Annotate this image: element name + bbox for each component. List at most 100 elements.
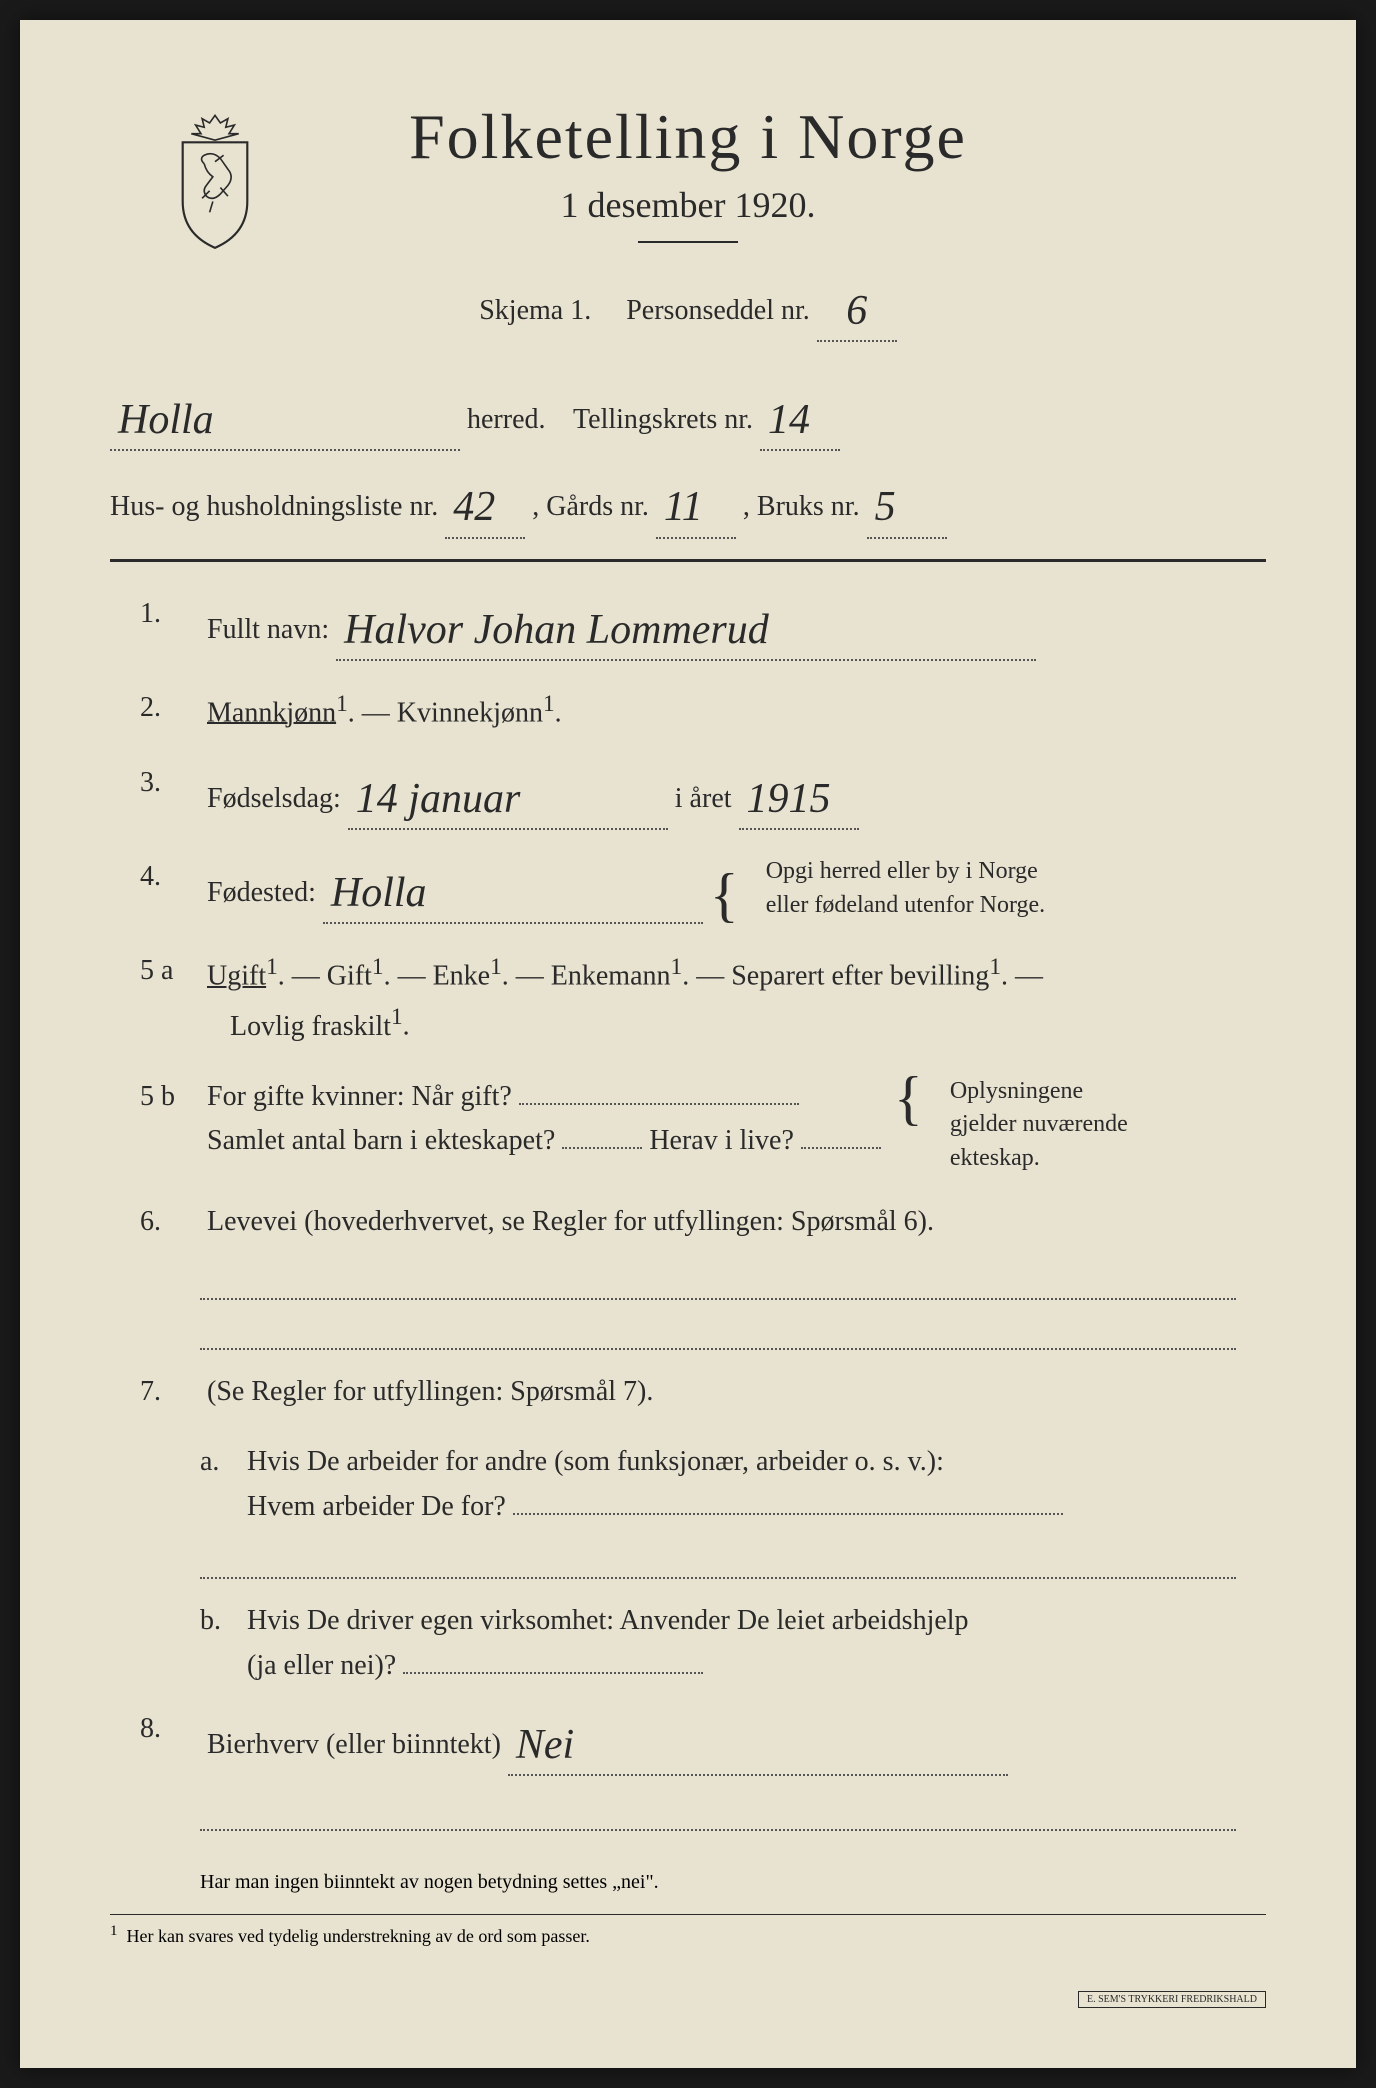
q1-value: Halvor Johan Lommerud — [344, 597, 769, 664]
q7a-line1: Hvis De arbeider for andre (som funksjon… — [247, 1446, 944, 1477]
tellingskrets-label: Tellingskrets nr. — [573, 404, 753, 435]
q3-label: Fødselsdag: — [207, 783, 341, 814]
q2-sup1: 1 — [336, 691, 348, 717]
q6-field-2[interactable] — [200, 1320, 1236, 1350]
q5b-line2a: Samlet antal barn i ekteskapet? — [207, 1125, 555, 1156]
q2-num: 2. — [140, 686, 200, 731]
gards-value: 11 — [664, 474, 703, 541]
personseddel-label: Personseddel nr. — [626, 295, 810, 326]
herred-field[interactable]: Holla — [110, 382, 460, 451]
q7a-line2: Hvem arbeider De for? — [247, 1491, 506, 1522]
bruks-value: 5 — [875, 474, 896, 541]
q4-field[interactable]: Holla — [323, 855, 703, 924]
brace-icon-2: { — [894, 1077, 923, 1119]
q3-birthday: 3. Fødselsdag: 14 januar i året 1915 — [140, 761, 1266, 830]
husliste-value: 42 — [453, 474, 495, 541]
gards-field[interactable]: 11 — [656, 469, 736, 538]
bruks-field[interactable]: 5 — [867, 469, 947, 538]
brace-icon: { — [710, 874, 739, 916]
q6-label: Levevei (hovederhvervet, se Regler for u… — [207, 1206, 934, 1237]
header-divider — [638, 241, 738, 243]
q3-year-field[interactable]: 1915 — [739, 761, 859, 830]
herred-value: Holla — [118, 387, 214, 454]
q7-label: (Se Regler for utfyllingen: Spørsmål 7). — [207, 1376, 653, 1407]
q7: 7. (Se Regler for utfyllingen: Spørsmål … — [140, 1370, 1266, 1415]
q5b-alive-field[interactable] — [801, 1147, 881, 1149]
q3-num: 3. — [140, 761, 200, 806]
form-title: Folketelling i Norge — [110, 100, 1266, 174]
q1-field[interactable]: Halvor Johan Lommerud — [336, 592, 1036, 661]
herred-label: herred. — [467, 404, 546, 435]
form-date: 1 desember 1920. — [110, 184, 1266, 226]
q7-num: 7. — [140, 1370, 200, 1415]
q3-year-label: i året — [675, 783, 732, 814]
skjema-line: Skjema 1. Personseddel nr. 6 — [110, 273, 1266, 342]
q6-field-1[interactable] — [200, 1270, 1236, 1300]
q2-kvinne[interactable]: Kvinnekjønn — [397, 697, 543, 728]
coat-of-arms-icon — [160, 110, 270, 250]
footnote-text: Her kan svares ved tydelig understreknin… — [127, 1926, 590, 1946]
q7b-line1: Hvis De driver egen virksomhet: Anvender… — [247, 1605, 969, 1636]
tellingskrets-field[interactable]: 14 — [760, 382, 840, 451]
section-divider — [110, 559, 1266, 562]
q5a-marital: 5 a Ugift1. — Gift1. — Enke1. — Enkemann… — [140, 949, 1266, 1049]
q7a-field[interactable] — [513, 1513, 1063, 1515]
q5b-line1: For gifte kvinner: Når gift? — [207, 1081, 512, 1112]
footnote-num: 1 — [110, 1923, 118, 1939]
herred-line: Holla herred. Tellingskrets nr. 14 — [110, 382, 1266, 451]
q4-birthplace: 4. Fødested: Holla { Opgi herred eller b… — [140, 855, 1266, 924]
husliste-field[interactable]: 42 — [445, 469, 525, 538]
gards-label: , Gårds nr. — [532, 491, 649, 522]
q6-num: 6. — [140, 1200, 200, 1245]
census-form-page: Folketelling i Norge 1 desember 1920. Sk… — [20, 20, 1356, 2068]
q2-mann[interactable]: Mannkjønn — [207, 697, 336, 728]
q5a-separert[interactable]: Separert efter bevilling — [731, 961, 989, 992]
q5a-fraskilt[interactable]: Lovlig fraskilt — [230, 1011, 391, 1042]
q5a-num: 5 a — [140, 949, 200, 994]
q5b-children-field[interactable] — [562, 1147, 642, 1149]
q3-day-value: 14 januar — [356, 766, 521, 833]
q5a-enkemann[interactable]: Enkemann — [551, 961, 671, 992]
q5b-when-field[interactable] — [519, 1103, 799, 1105]
q5b-line2b: Herav i live? — [649, 1125, 794, 1156]
husliste-line: Hus- og husholdningsliste nr. 42 , Gårds… — [110, 469, 1266, 538]
personseddel-field[interactable]: 6 — [817, 273, 897, 342]
q7a-num: a. — [200, 1440, 240, 1485]
footnote-nei: Har man ingen biinntekt av nogen betydni… — [200, 1871, 1266, 1894]
q8-value: Nei — [516, 1712, 574, 1779]
q5a-gift[interactable]: Gift — [327, 961, 372, 992]
q4-value: Holla — [331, 860, 427, 927]
q3-year-value: 1915 — [747, 766, 831, 833]
q2-sup2: 1 — [543, 691, 555, 717]
skjema-label: Skjema 1. — [479, 295, 591, 326]
q7b-num: b. — [200, 1599, 240, 1644]
q5b-note: Oplysningene gjelder nuværende ekteskap. — [950, 1075, 1128, 1176]
q7a: a. Hvis De arbeider for andre (som funks… — [200, 1440, 1266, 1530]
q2-sex: 2. Mannkjønn1. — Kvinnekjønn1. — [140, 686, 1266, 736]
q7a-field-2[interactable] — [200, 1549, 1236, 1579]
q7b: b. Hvis De driver egen virksomhet: Anven… — [200, 1599, 1266, 1689]
q8-field-2[interactable] — [200, 1801, 1236, 1831]
bruks-label: , Bruks nr. — [743, 491, 860, 522]
q4-label: Fødested: — [207, 877, 316, 908]
q7b-line2: (ja eller nei)? — [247, 1650, 396, 1681]
q8-secondary: 8. Bierhverv (eller biinntekt) Nei — [140, 1707, 1266, 1776]
q8-field[interactable]: Nei — [508, 1707, 1008, 1776]
q5a-enke[interactable]: Enke — [433, 961, 491, 992]
q5b-married-women: 5 b For gifte kvinner: Når gift? Samlet … — [140, 1075, 1266, 1176]
q4-num: 4. — [140, 855, 200, 900]
q3-day-field[interactable]: 14 januar — [348, 761, 668, 830]
q8-label: Bierhverv (eller biinntekt) — [207, 1729, 501, 1760]
q5a-ugift[interactable]: Ugift — [207, 961, 266, 992]
q1-label: Fullt navn: — [207, 614, 329, 645]
q6-occupation: 6. Levevei (hovederhvervet, se Regler fo… — [140, 1200, 1266, 1245]
personseddel-value: 6 — [846, 278, 867, 345]
q1-num: 1. — [140, 592, 200, 637]
q1-name: 1. Fullt navn: Halvor Johan Lommerud — [140, 592, 1266, 661]
q4-note: Opgi herred eller by i Norge eller fødel… — [766, 855, 1045, 922]
tellingskrets-value: 14 — [768, 387, 810, 454]
q8-num: 8. — [140, 1707, 200, 1752]
q7b-field[interactable] — [403, 1672, 703, 1674]
form-header: Folketelling i Norge 1 desember 1920. Sk… — [110, 100, 1266, 342]
q5b-num: 5 b — [140, 1075, 200, 1120]
